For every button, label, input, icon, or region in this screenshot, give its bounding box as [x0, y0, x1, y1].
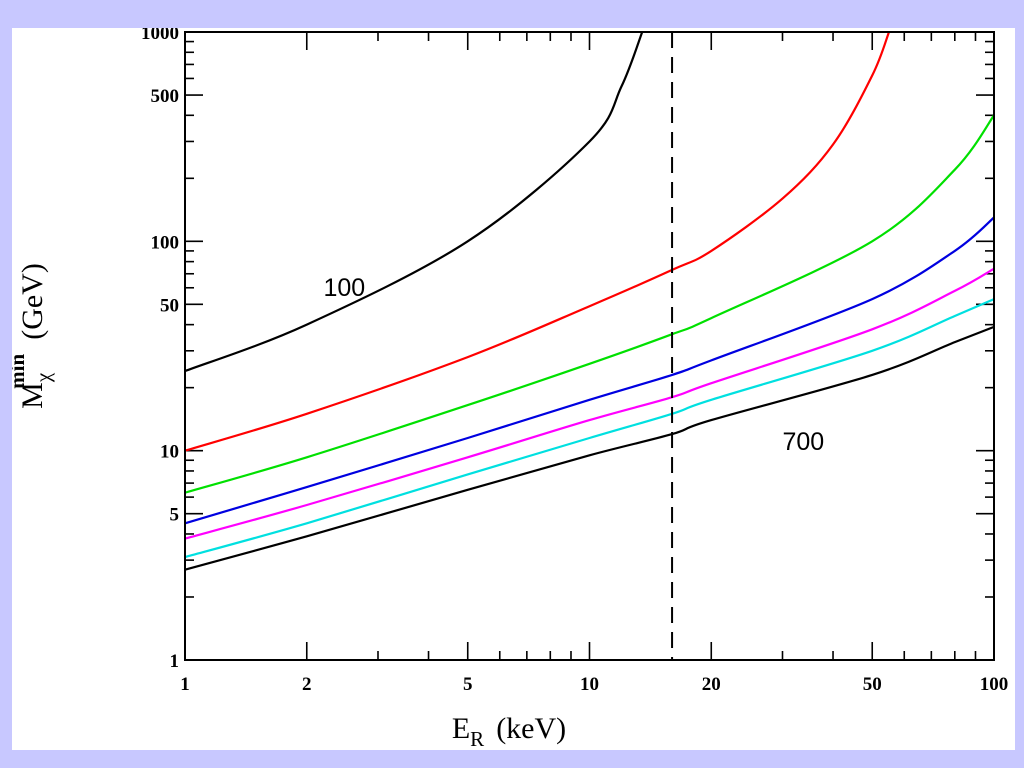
series-line-7 [184, 325, 995, 571]
x-tick-label: 10 [580, 674, 599, 695]
x-tick-label: 100 [980, 674, 1009, 695]
y-axis-title-main: M [16, 382, 49, 409]
x-tick-labels: 1 2 5 10 20 50 100 [180, 674, 1008, 695]
y-axis-title-unit: (GeV) [16, 263, 49, 340]
y-tick-label: 100 [151, 232, 180, 253]
x-tick-label: 50 [863, 674, 882, 695]
annotation-label-1: 100 [324, 274, 366, 302]
x-axis-title-main: E [452, 712, 470, 745]
x-tick-label: 2 [302, 674, 312, 695]
annotations: 100 700 [324, 274, 825, 456]
x-axis-title-sub: R [470, 727, 484, 750]
data-series [184, 31, 995, 571]
series-line-2 [184, 31, 891, 452]
y-tick-labels: 1 5 10 50 100 500 1000 [141, 28, 179, 672]
series-line-3 [184, 114, 995, 494]
y-axis-title: Mχmin (GeV) [12, 263, 55, 409]
plot-frame [184, 31, 995, 661]
y-axis-title-sub: χ [31, 372, 55, 383]
series-line-1 [184, 31, 644, 373]
chart-panel: 1 2 5 10 20 50 100 1 5 10 50 100 500 1000 100 700 ER (… [12, 28, 1015, 750]
chart: 1 2 5 10 20 50 100 1 5 10 50 100 500 1000 100 700 ER (… [12, 28, 1008, 750]
series-line-4 [184, 216, 995, 525]
x-axis-title-unit: (keV) [496, 712, 566, 745]
y-tick-label: 500 [151, 86, 180, 107]
y-tick-label: 5 [170, 505, 180, 526]
y-axis-title-sup: min [12, 353, 29, 388]
minor-ticks [185, 32, 994, 660]
x-axis-title: ER (keV) [452, 712, 566, 750]
series-line-6 [184, 298, 995, 559]
annotation-label-2: 700 [782, 428, 824, 456]
y-tick-label: 10 [160, 442, 179, 463]
y-tick-label: 1000 [141, 28, 179, 44]
x-tick-label: 5 [463, 674, 473, 695]
y-tick-label: 50 [160, 295, 179, 316]
x-tick-label: 1 [180, 674, 190, 695]
major-ticks [184, 31, 995, 661]
y-tick-label: 1 [170, 651, 180, 672]
series-line-5 [184, 267, 995, 540]
x-tick-label: 20 [702, 674, 721, 695]
